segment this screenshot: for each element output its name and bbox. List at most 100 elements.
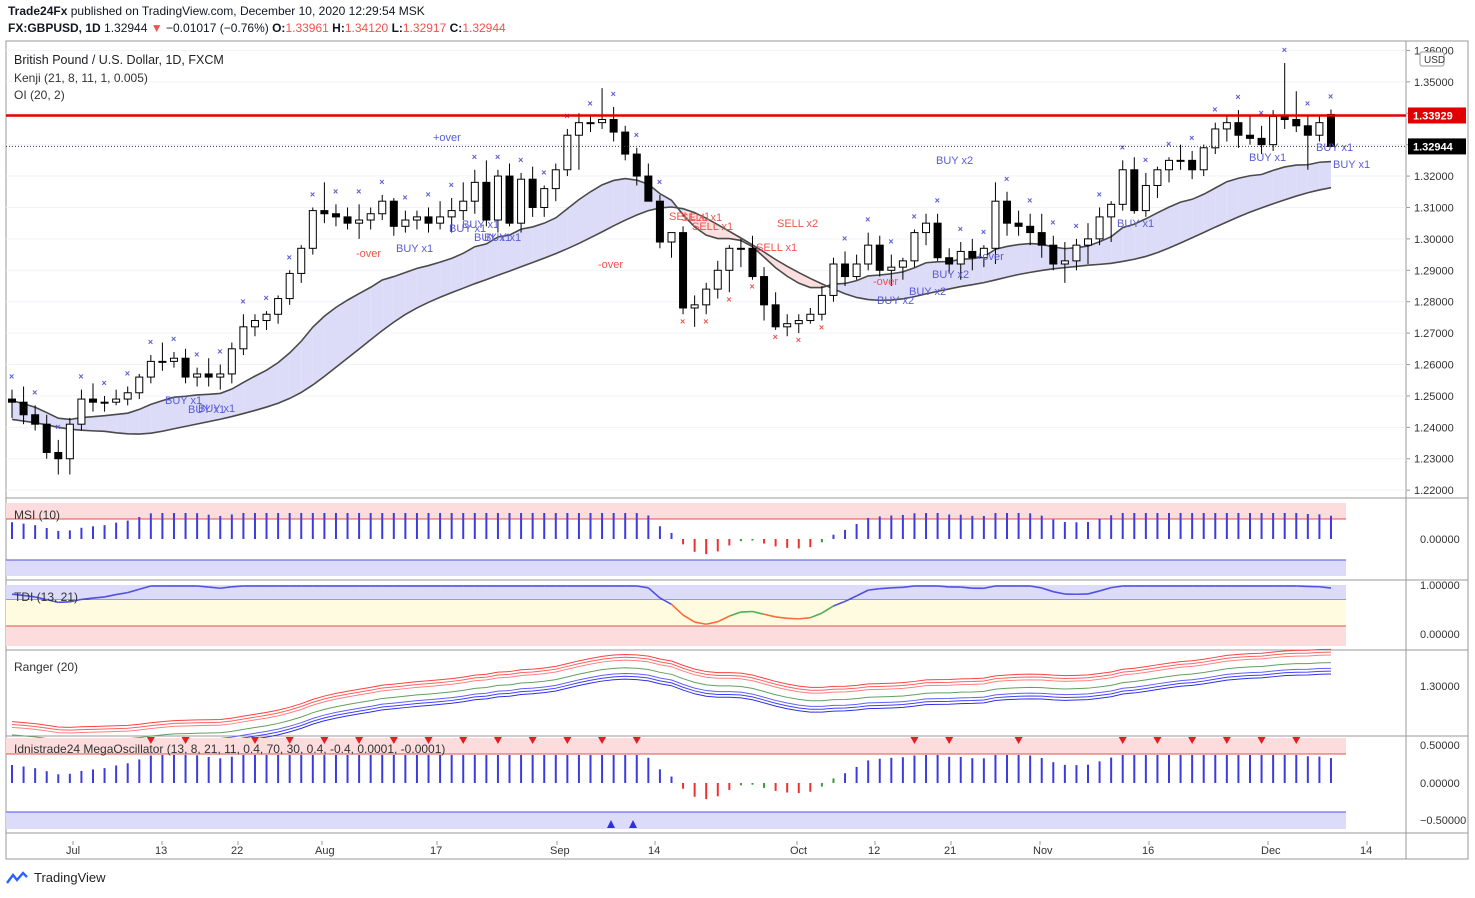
current-price-label: 1.32944 (1413, 141, 1454, 153)
kenji-cloud-segment (266, 362, 279, 408)
candle-up (1095, 216, 1104, 240)
kenji-cloud-segment (509, 229, 522, 272)
signal-cross-icon: × (1143, 155, 1148, 165)
signal-cross-icon: × (1305, 98, 1310, 108)
signal-cross-icon: × (958, 224, 963, 234)
tradingview-logo-icon (6, 870, 28, 884)
signal-cross-icon: × (773, 332, 778, 342)
mega-sell-triangle-icon (459, 737, 468, 744)
currency-label: USD (1424, 55, 1445, 66)
tdi-upper-band (6, 585, 1346, 600)
time-tick-label: Nov (1033, 845, 1053, 857)
kenji-cloud-segment (787, 266, 799, 284)
tdi-legend: TDI (13, 21) (14, 590, 79, 604)
candle-down (945, 257, 954, 265)
candle-up (517, 178, 526, 224)
candle-down (621, 131, 630, 155)
candle-up (227, 348, 236, 375)
candle-up (100, 401, 109, 404)
mega-sell-triangle-icon (320, 737, 329, 744)
signal-label: BUY x1 (198, 403, 235, 415)
tdi-line-segment (104, 593, 117, 598)
high-value: 1.34120 (344, 21, 389, 35)
kenji-cloud-segment (1157, 207, 1169, 253)
price-tick-label: 1.31000 (1414, 202, 1454, 214)
open-label: O: (272, 21, 286, 35)
candle-down (42, 423, 51, 453)
kenji-cloud-segment (1249, 174, 1262, 213)
candle-up (459, 200, 468, 212)
signal-cross-icon: × (703, 316, 708, 326)
candle-up (1060, 260, 1069, 265)
tdi-line-segment (706, 620, 718, 626)
tdi-line-segment (127, 588, 140, 594)
candle-down (505, 175, 514, 224)
signal-cross-icon: × (148, 337, 153, 347)
signal-cross-icon: × (194, 350, 199, 360)
tdi-line-segment (775, 616, 788, 620)
signal-cross-icon: × (911, 211, 916, 221)
kenji-cloud-segment (1273, 166, 1285, 204)
candle-down (482, 181, 491, 221)
candle-down (343, 216, 352, 224)
candle-down (655, 200, 664, 243)
signal-cross-icon: × (819, 323, 824, 333)
tdi-line-segment (220, 586, 232, 590)
kenji-cloud-segment (602, 180, 614, 232)
tdi-line-segment (868, 587, 880, 591)
candle-up (123, 392, 132, 400)
candle-down (1130, 169, 1139, 212)
kenji-cloud-segment (960, 258, 973, 287)
time-tick-label: Aug (315, 845, 335, 857)
candle-up (65, 423, 74, 460)
signal-cross-icon: × (1027, 196, 1032, 206)
tradingview-branding[interactable]: TradingView (6, 870, 106, 885)
candle-up (574, 122, 583, 136)
kenji-cloud-segment (937, 261, 950, 292)
candle-down (760, 276, 769, 306)
mega-sell-triangle-icon (493, 737, 502, 744)
mega-sell-triangle-icon (528, 737, 537, 744)
signal-label: SELL x1 (756, 242, 797, 254)
kenji-cloud-segment (902, 267, 915, 299)
instrument-legend: British Pound / U.S. Dollar, 1D, FXCM (14, 53, 224, 67)
candle-up (1141, 184, 1150, 212)
mega-sell-triangle-icon (1153, 737, 1162, 744)
kenji-cloud-segment (335, 300, 348, 368)
change-value: −0.01017 (−0.76%) (166, 21, 269, 35)
signal-cross-icon: × (55, 422, 60, 432)
msi-axis-label: 0.00000 (1420, 534, 1460, 546)
signal-cross-icon: × (1282, 45, 1287, 55)
kenji-cloud-segment (683, 208, 695, 227)
candle-up (1211, 128, 1220, 149)
tdi-line-segment (787, 617, 799, 620)
tdi-line-segment (1087, 590, 1100, 595)
low-value: 1.32917 (402, 21, 447, 35)
kenji-cloud-segment (1088, 241, 1100, 266)
signal-label: +over (433, 132, 461, 144)
kenji-cloud-segment (949, 259, 961, 289)
time-tick-label: Oct (790, 845, 807, 857)
candle-down (933, 222, 942, 259)
kenji-cloud-segment (428, 262, 441, 303)
ranger-band-line (11, 670, 1331, 750)
signal-cross-icon: × (1212, 105, 1217, 115)
kenji-cloud-segment (289, 341, 302, 399)
tdi-line-segment (810, 612, 823, 619)
current-price-badge (1408, 138, 1466, 155)
time-tick-label: 17 (430, 845, 442, 857)
tdi-line-segment (659, 597, 672, 606)
signal-label: BUY x1 (1316, 142, 1353, 154)
candle-up (702, 288, 711, 306)
kenji-cloud-segment (590, 184, 603, 238)
signal-label: BUY x1 (1117, 218, 1154, 230)
signal-cross-icon: × (356, 186, 361, 196)
kenji-cloud-segment (567, 199, 579, 249)
ranger-band-line (11, 654, 1331, 734)
candle-down (968, 250, 977, 259)
tdi-axis-label-bottom: 0.00000 (1420, 629, 1460, 641)
price-tick-label: 1.25000 (1414, 391, 1454, 403)
kenji-cloud-segment (868, 274, 880, 301)
candle-up (829, 263, 838, 296)
